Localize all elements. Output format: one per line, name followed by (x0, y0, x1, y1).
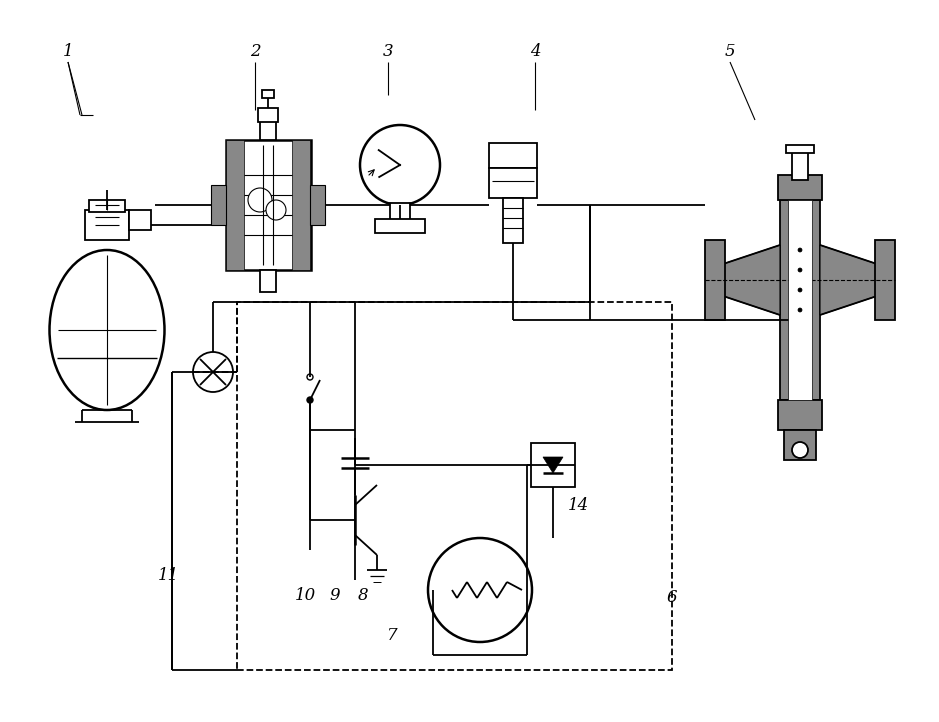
Polygon shape (820, 245, 880, 315)
Bar (375, 219, 425, 233)
Text: 7: 7 (387, 627, 397, 643)
Polygon shape (720, 245, 780, 315)
Text: 4: 4 (530, 43, 540, 61)
Circle shape (798, 268, 802, 272)
Bar (705, 240, 725, 320)
Bar (784, 430, 816, 460)
Circle shape (798, 248, 802, 252)
Circle shape (428, 538, 532, 642)
Text: 11: 11 (158, 567, 178, 583)
Text: 14: 14 (567, 497, 589, 513)
Bar (503, 198, 523, 243)
Text: 8: 8 (358, 586, 368, 604)
Text: 1: 1 (63, 43, 73, 61)
Circle shape (792, 442, 808, 458)
Bar (260, 270, 276, 292)
Circle shape (798, 308, 802, 312)
Text: 5: 5 (725, 43, 735, 61)
Circle shape (360, 125, 440, 205)
Bar (531, 443, 575, 487)
Bar (211, 185, 226, 225)
Bar (226, 140, 311, 270)
Bar (258, 108, 278, 122)
Circle shape (307, 374, 313, 380)
Ellipse shape (50, 250, 164, 410)
Bar (129, 217, 143, 227)
Text: 3: 3 (383, 43, 393, 61)
Bar (778, 175, 822, 200)
Text: 6: 6 (667, 589, 677, 606)
Polygon shape (543, 457, 563, 473)
Circle shape (307, 397, 313, 403)
Bar (875, 240, 895, 320)
Bar (788, 200, 812, 400)
Circle shape (248, 188, 272, 212)
Bar (89, 200, 125, 212)
Bar (780, 200, 820, 400)
Bar (262, 90, 274, 98)
Polygon shape (226, 140, 244, 270)
Circle shape (266, 200, 286, 220)
Bar (237, 302, 672, 670)
Text: 10: 10 (294, 586, 316, 604)
Text: 9: 9 (330, 586, 340, 604)
Text: 2: 2 (250, 43, 260, 61)
Bar (260, 120, 276, 140)
Bar (310, 185, 325, 225)
Bar (489, 168, 537, 198)
Bar (390, 203, 410, 223)
Bar (489, 143, 537, 168)
Polygon shape (292, 140, 310, 270)
Bar (129, 210, 151, 230)
Bar (778, 400, 822, 430)
Circle shape (193, 352, 233, 392)
Bar (786, 145, 814, 153)
Circle shape (798, 288, 802, 292)
Bar (85, 210, 129, 240)
Bar (792, 150, 808, 180)
